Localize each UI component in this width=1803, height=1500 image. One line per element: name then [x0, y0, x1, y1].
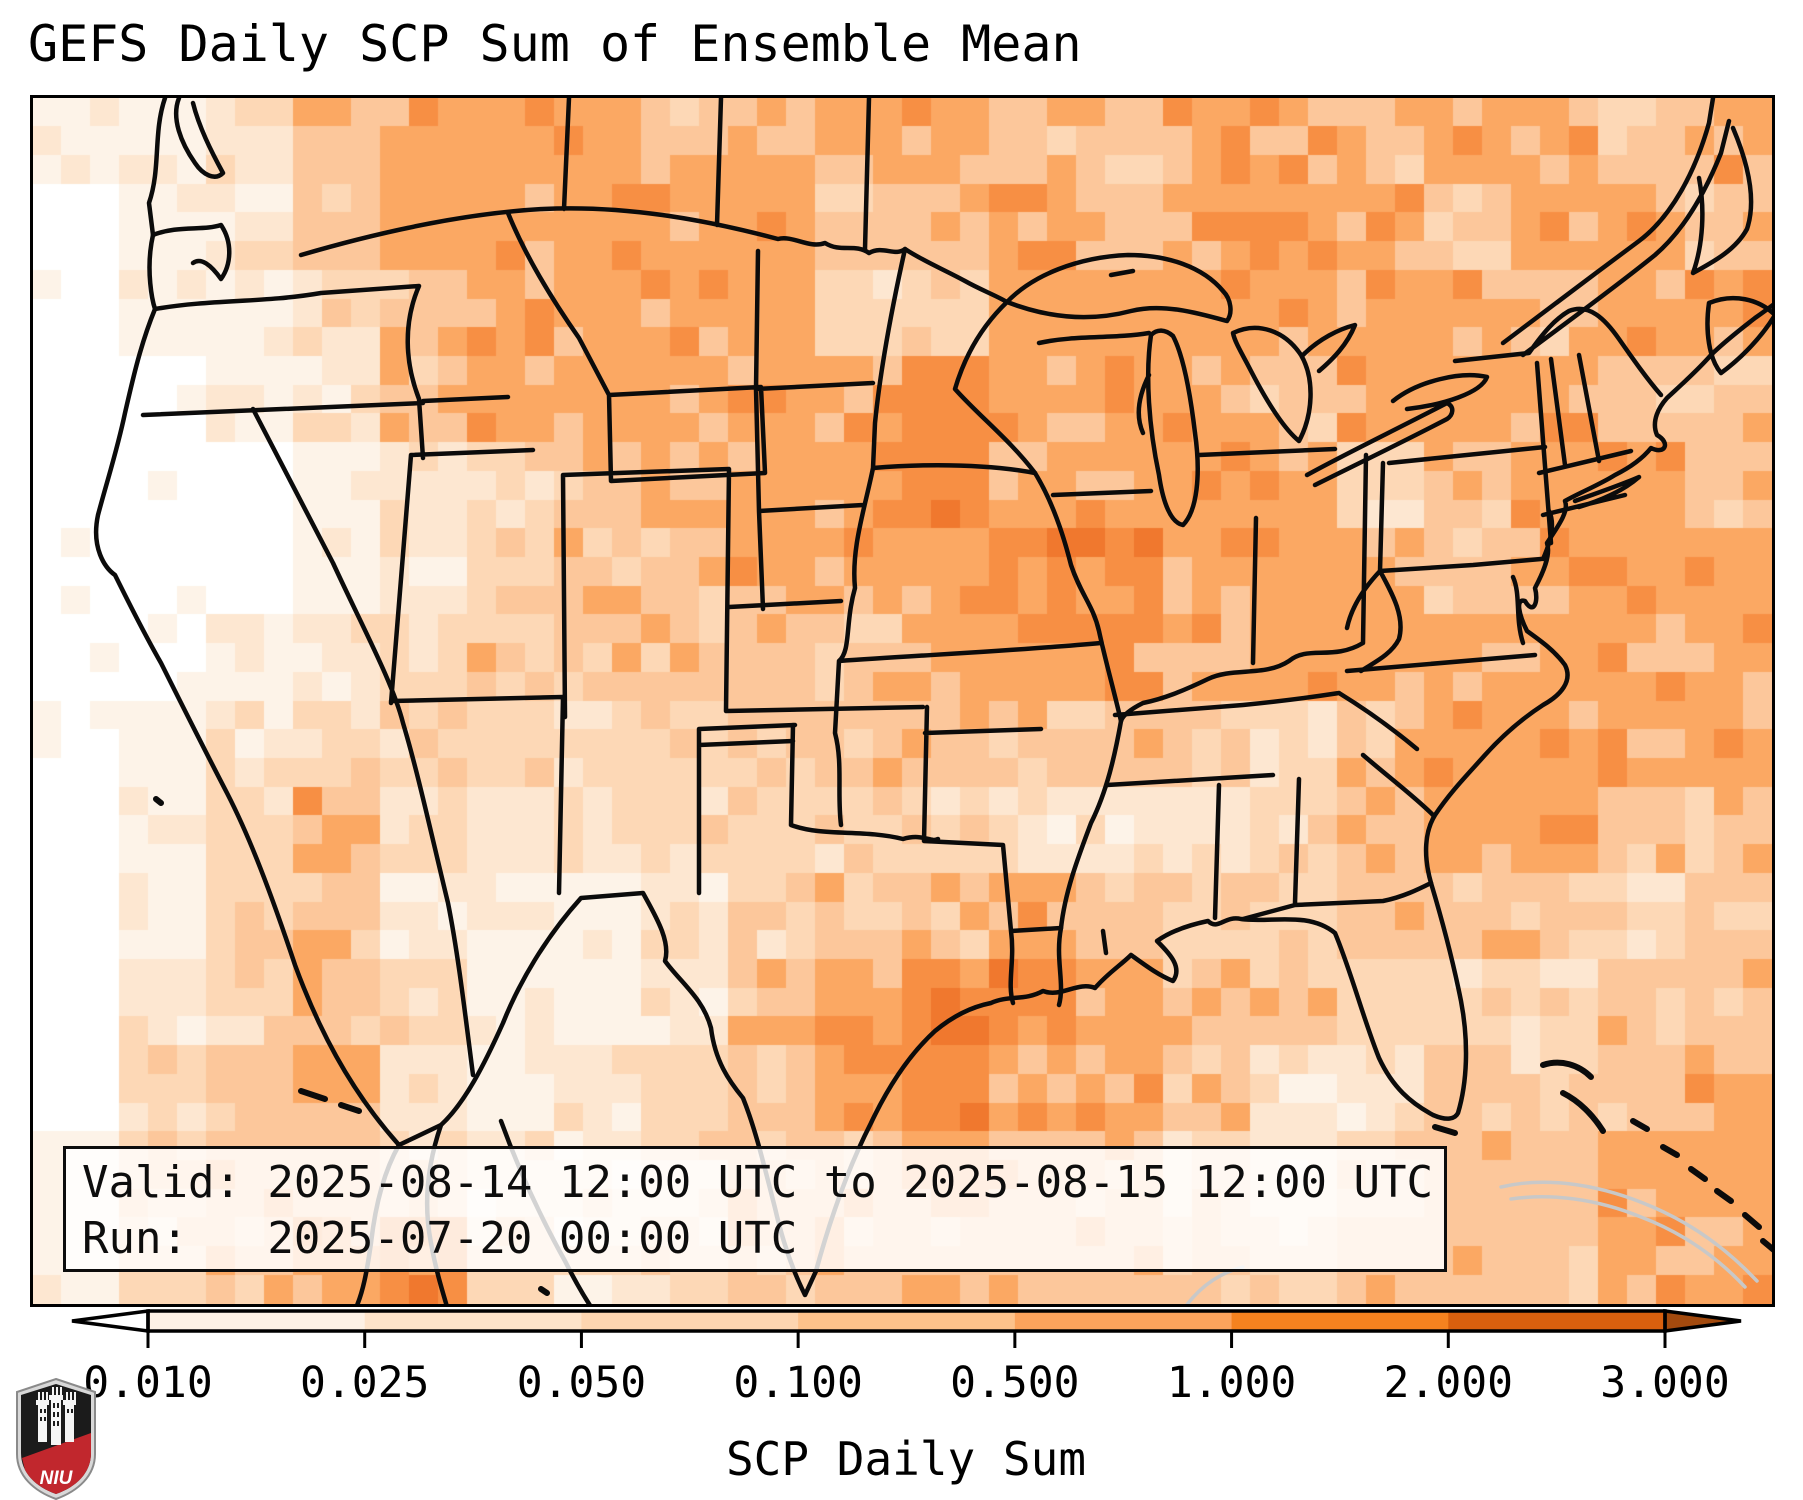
colorbar — [71, 1309, 1742, 1348]
colorbar-over-arrow — [1663, 1309, 1742, 1333]
scp-heatmap-canvas — [33, 98, 1772, 1304]
colorbar-title: SCP Daily Sum — [725, 1432, 1087, 1486]
coastline-outline — [93, 98, 1772, 1298]
niu-shield-red — [22, 1433, 91, 1494]
colorbar-tick-label: 0.100 — [733, 1358, 863, 1408]
colorbar-segment — [1448, 1311, 1666, 1331]
colorbar-segment — [1014, 1311, 1233, 1331]
valid-range-text: Valid: 2025-08-14 12:00 UTC to 2025-08-1… — [82, 1157, 1434, 1208]
run-time-text: Run: 2025-07-20 00:00 UTC — [82, 1213, 798, 1264]
niu-logo: NIU — [16, 1378, 96, 1500]
colorbar-outline — [146, 1309, 1667, 1333]
colorbar-segment — [581, 1311, 799, 1331]
mississippi-river — [952, 299, 1124, 1008]
niu-castle-icon — [36, 1387, 76, 1445]
colorbar-tick-label: 0.050 — [516, 1358, 647, 1408]
page-title: GEFS Daily SCP Sum of Ensemble Mean — [28, 15, 1082, 73]
western-state-borders — [140, 283, 566, 1078]
southern-state-borders — [1100, 652, 1538, 956]
colorbar-tick-label: 1.000 — [1166, 1358, 1297, 1408]
colorbar-tick-label: 0.025 — [299, 1358, 430, 1408]
colorbar-segment — [364, 1311, 583, 1331]
niu-castle-windows — [40, 1403, 73, 1426]
colorbar-tick-label: 0.500 — [950, 1358, 1080, 1408]
pacific-northwest-inlets — [150, 98, 232, 282]
map-panel: Valid: 2025-08-14 12:00 UTC to 2025-08-1… — [30, 95, 1775, 1307]
colorbar-under-arrow — [71, 1309, 150, 1333]
colorbar-tick-label: 0.010 — [83, 1358, 213, 1408]
islands-and-bahamas — [153, 796, 1772, 1296]
great-lakes — [1004, 252, 1490, 528]
plains-state-borders — [505, 210, 1104, 1006]
colorbar-segment — [798, 1311, 1016, 1331]
colorbar-tick-label: 3.000 — [1600, 1358, 1730, 1408]
northeast-maritimes — [1452, 98, 1772, 546]
colorbar-segment — [1231, 1311, 1449, 1331]
colorbar-tick-label: 2.000 — [1383, 1358, 1513, 1408]
canada-border — [298, 98, 1010, 305]
validity-info-box: Valid: 2025-08-14 12:00 UTC to 2025-08-1… — [63, 1146, 1447, 1272]
niu-logo-text: NIU — [40, 1468, 74, 1489]
colorbar-segment — [148, 1311, 366, 1331]
state-borders-overlay — [93, 98, 1772, 1304]
midatlantic-ohio-valley-borders — [1050, 444, 1555, 724]
